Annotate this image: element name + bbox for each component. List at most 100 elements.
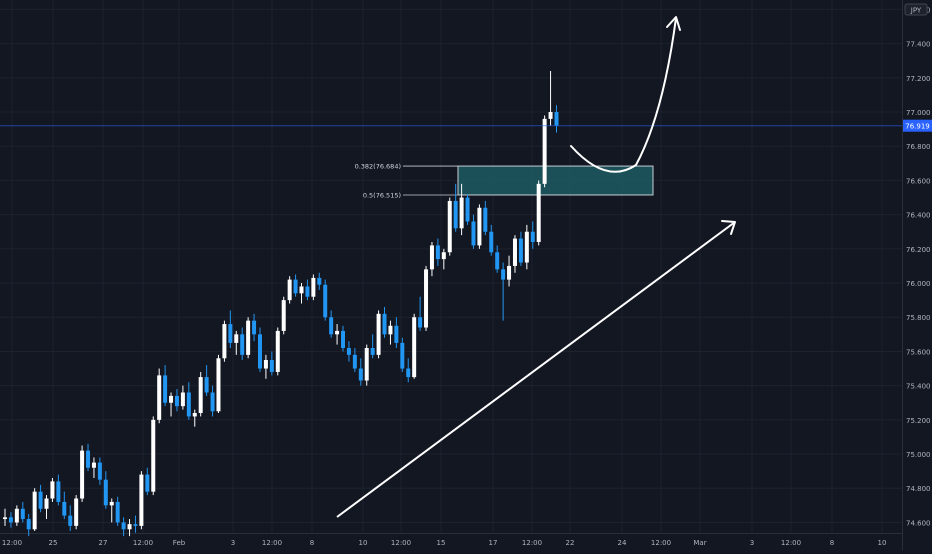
y-tick-label: 75.800 bbox=[906, 314, 931, 322]
y-tick-label: 75.400 bbox=[906, 383, 931, 391]
x-tick-label: 8 bbox=[310, 539, 314, 547]
x-tick-label: 12:00 bbox=[391, 539, 411, 547]
candle-body bbox=[335, 331, 339, 334]
candle-body bbox=[448, 201, 452, 252]
y-tick-label: 76.800 bbox=[906, 143, 931, 151]
candle-body bbox=[74, 499, 78, 526]
y-tick-label: 76.600 bbox=[906, 177, 931, 185]
candle-body bbox=[56, 481, 60, 502]
candle-body bbox=[311, 278, 315, 297]
fib-label: 0.5(76.515) bbox=[363, 191, 401, 199]
candle-body bbox=[460, 198, 464, 229]
candle-body bbox=[39, 492, 43, 509]
candle-body bbox=[228, 324, 232, 343]
candle-body bbox=[412, 317, 416, 377]
candle-body bbox=[424, 269, 428, 327]
candle-body bbox=[347, 348, 351, 355]
candle-body bbox=[489, 232, 493, 253]
candle-body bbox=[519, 239, 523, 263]
last-price-label: 76.919 bbox=[905, 123, 930, 131]
candle-body bbox=[288, 280, 292, 301]
x-tick-label: 12:00 bbox=[2, 539, 22, 547]
candle-body bbox=[353, 355, 357, 369]
candle-body bbox=[549, 112, 553, 119]
candle-body bbox=[365, 348, 369, 380]
y-tick-label: 75.200 bbox=[906, 417, 931, 425]
candle-body bbox=[270, 360, 274, 372]
candle-body bbox=[495, 252, 499, 269]
y-tick-label: 77.200 bbox=[906, 75, 931, 83]
candle-body bbox=[181, 392, 185, 406]
x-tick-label: 27 bbox=[99, 539, 108, 547]
candle-body bbox=[466, 198, 470, 222]
candle-body bbox=[430, 245, 434, 269]
x-tick-label: 12:00 bbox=[651, 539, 671, 547]
candle-body bbox=[483, 208, 487, 232]
candle-body bbox=[525, 232, 529, 263]
x-tick-label: 17 bbox=[489, 539, 498, 547]
candle-body bbox=[507, 266, 511, 280]
candle-body bbox=[80, 451, 84, 499]
candle-body bbox=[68, 516, 72, 526]
candle-body bbox=[62, 502, 66, 516]
y-tick-label: 75.000 bbox=[906, 451, 931, 459]
candle-body bbox=[110, 502, 114, 505]
x-tick-label: 10 bbox=[359, 539, 368, 547]
candle-body bbox=[383, 314, 387, 335]
candle-body bbox=[45, 499, 49, 509]
x-tick-label: 25 bbox=[49, 539, 58, 547]
candle-body bbox=[21, 509, 25, 519]
candle-body bbox=[169, 396, 173, 403]
candle-body bbox=[323, 285, 327, 317]
x-tick-label: 3 bbox=[231, 539, 235, 547]
x-tick-label: 10 bbox=[878, 539, 887, 547]
candle-body bbox=[388, 326, 392, 335]
candle-body bbox=[341, 331, 345, 348]
candle-body bbox=[406, 369, 410, 378]
candle-body bbox=[175, 396, 179, 406]
candle-body bbox=[145, 475, 149, 492]
candle-body bbox=[199, 377, 203, 413]
y-tick-label: 76.400 bbox=[906, 212, 931, 220]
candle-body bbox=[418, 317, 422, 327]
y-tick-label: 74.600 bbox=[906, 519, 931, 527]
y-tick-label: 75.600 bbox=[906, 348, 931, 356]
y-tick-label: 76.000 bbox=[906, 280, 931, 288]
candle-body bbox=[222, 324, 226, 358]
candle-body bbox=[50, 481, 54, 498]
candle-body bbox=[531, 232, 535, 242]
candle-body bbox=[33, 492, 37, 530]
candle-body bbox=[436, 245, 440, 259]
candle-body bbox=[258, 334, 262, 368]
candle-body bbox=[454, 201, 458, 228]
candle-body bbox=[246, 321, 250, 355]
x-tick-label: 3 bbox=[750, 539, 754, 547]
x-tick-label: 8 bbox=[830, 539, 834, 547]
x-tick-label: Feb bbox=[173, 539, 186, 547]
x-tick-label: 12:00 bbox=[781, 539, 801, 547]
currency-badge-label: JPY bbox=[910, 7, 922, 15]
candle-body bbox=[377, 314, 381, 355]
candle-body bbox=[139, 475, 143, 526]
candle-body bbox=[276, 331, 280, 372]
y-tick-label: 77.000 bbox=[906, 109, 931, 117]
candle-body bbox=[104, 480, 108, 506]
candle-body bbox=[216, 358, 220, 411]
candle-body bbox=[151, 420, 155, 492]
candle-body bbox=[394, 326, 398, 343]
candle-body bbox=[252, 321, 256, 335]
candle-body bbox=[477, 208, 481, 246]
candle-body bbox=[92, 463, 96, 468]
candle-body bbox=[442, 252, 446, 259]
candle-body bbox=[9, 517, 13, 522]
candle-body bbox=[317, 278, 321, 285]
fib-label: 0.382(76.684) bbox=[355, 163, 401, 171]
candle-body bbox=[329, 317, 333, 334]
y-tick-label: 76.200 bbox=[906, 246, 931, 254]
candle-body bbox=[305, 286, 309, 296]
candle-body bbox=[116, 502, 120, 523]
candle-body bbox=[282, 300, 286, 331]
candle-body bbox=[122, 522, 126, 529]
